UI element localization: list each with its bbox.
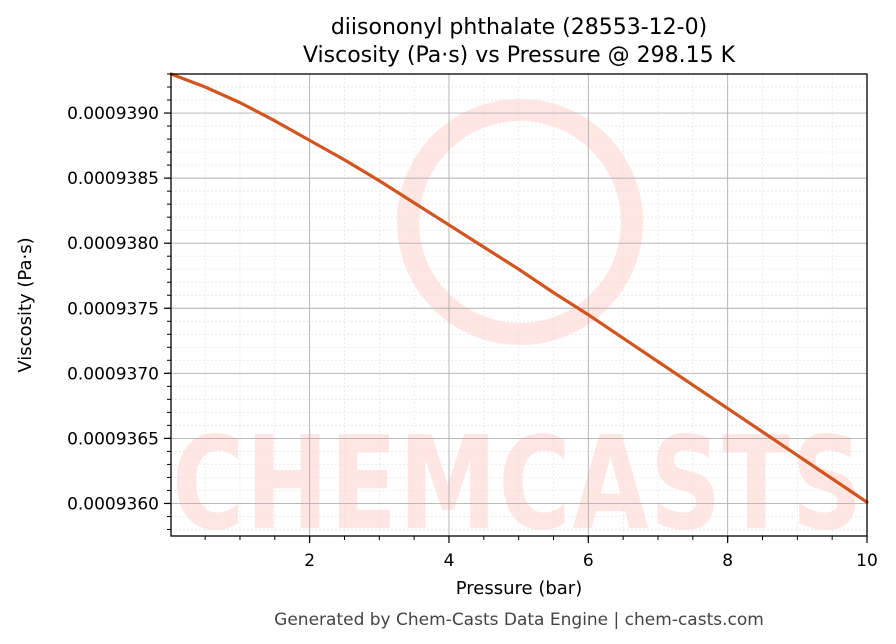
x-axis-ticks: 2 4 6 8 10 (204, 536, 878, 571)
y-tick-label: 0.0009365 (67, 429, 159, 449)
y-tick-label: 0.0009390 (67, 104, 159, 124)
x-tick-label: 6 (583, 551, 594, 571)
chart-subtitle: Viscosity (Pa·s) vs Pressure @ 298.15 K (303, 43, 736, 68)
y-tick-label: 0.0009380 (67, 234, 159, 254)
y-axis-label: Viscosity (Pa·s) (15, 237, 36, 372)
series-line (169, 72, 869, 504)
y-tick-label: 0.0009360 (67, 494, 159, 514)
x-axis-label: Pressure (bar) (456, 578, 582, 599)
watermark-text: CHEMCASTS (172, 410, 864, 559)
x-tick-label: 8 (722, 551, 733, 571)
series-layer (169, 72, 869, 504)
y-tick-label: 0.0009385 (67, 169, 159, 189)
x-tick-label: 10 (856, 551, 878, 571)
footer-credit: Generated by Chem-Casts Data Engine | ch… (274, 610, 764, 630)
x-tick-label: 2 (304, 551, 315, 571)
watermark: CHEMCASTS (172, 99, 864, 559)
y-tick-label: 0.0009370 (67, 364, 159, 384)
x-tick-label: 4 (444, 551, 455, 571)
y-axis-ticks: 0.0009360 0.0009365 0.0009370 0.0009375 0.00… (67, 73, 171, 530)
chart-title: diisononyl phthalate (28553-12-0) (331, 15, 707, 40)
y-tick-label: 0.0009375 (67, 299, 159, 319)
